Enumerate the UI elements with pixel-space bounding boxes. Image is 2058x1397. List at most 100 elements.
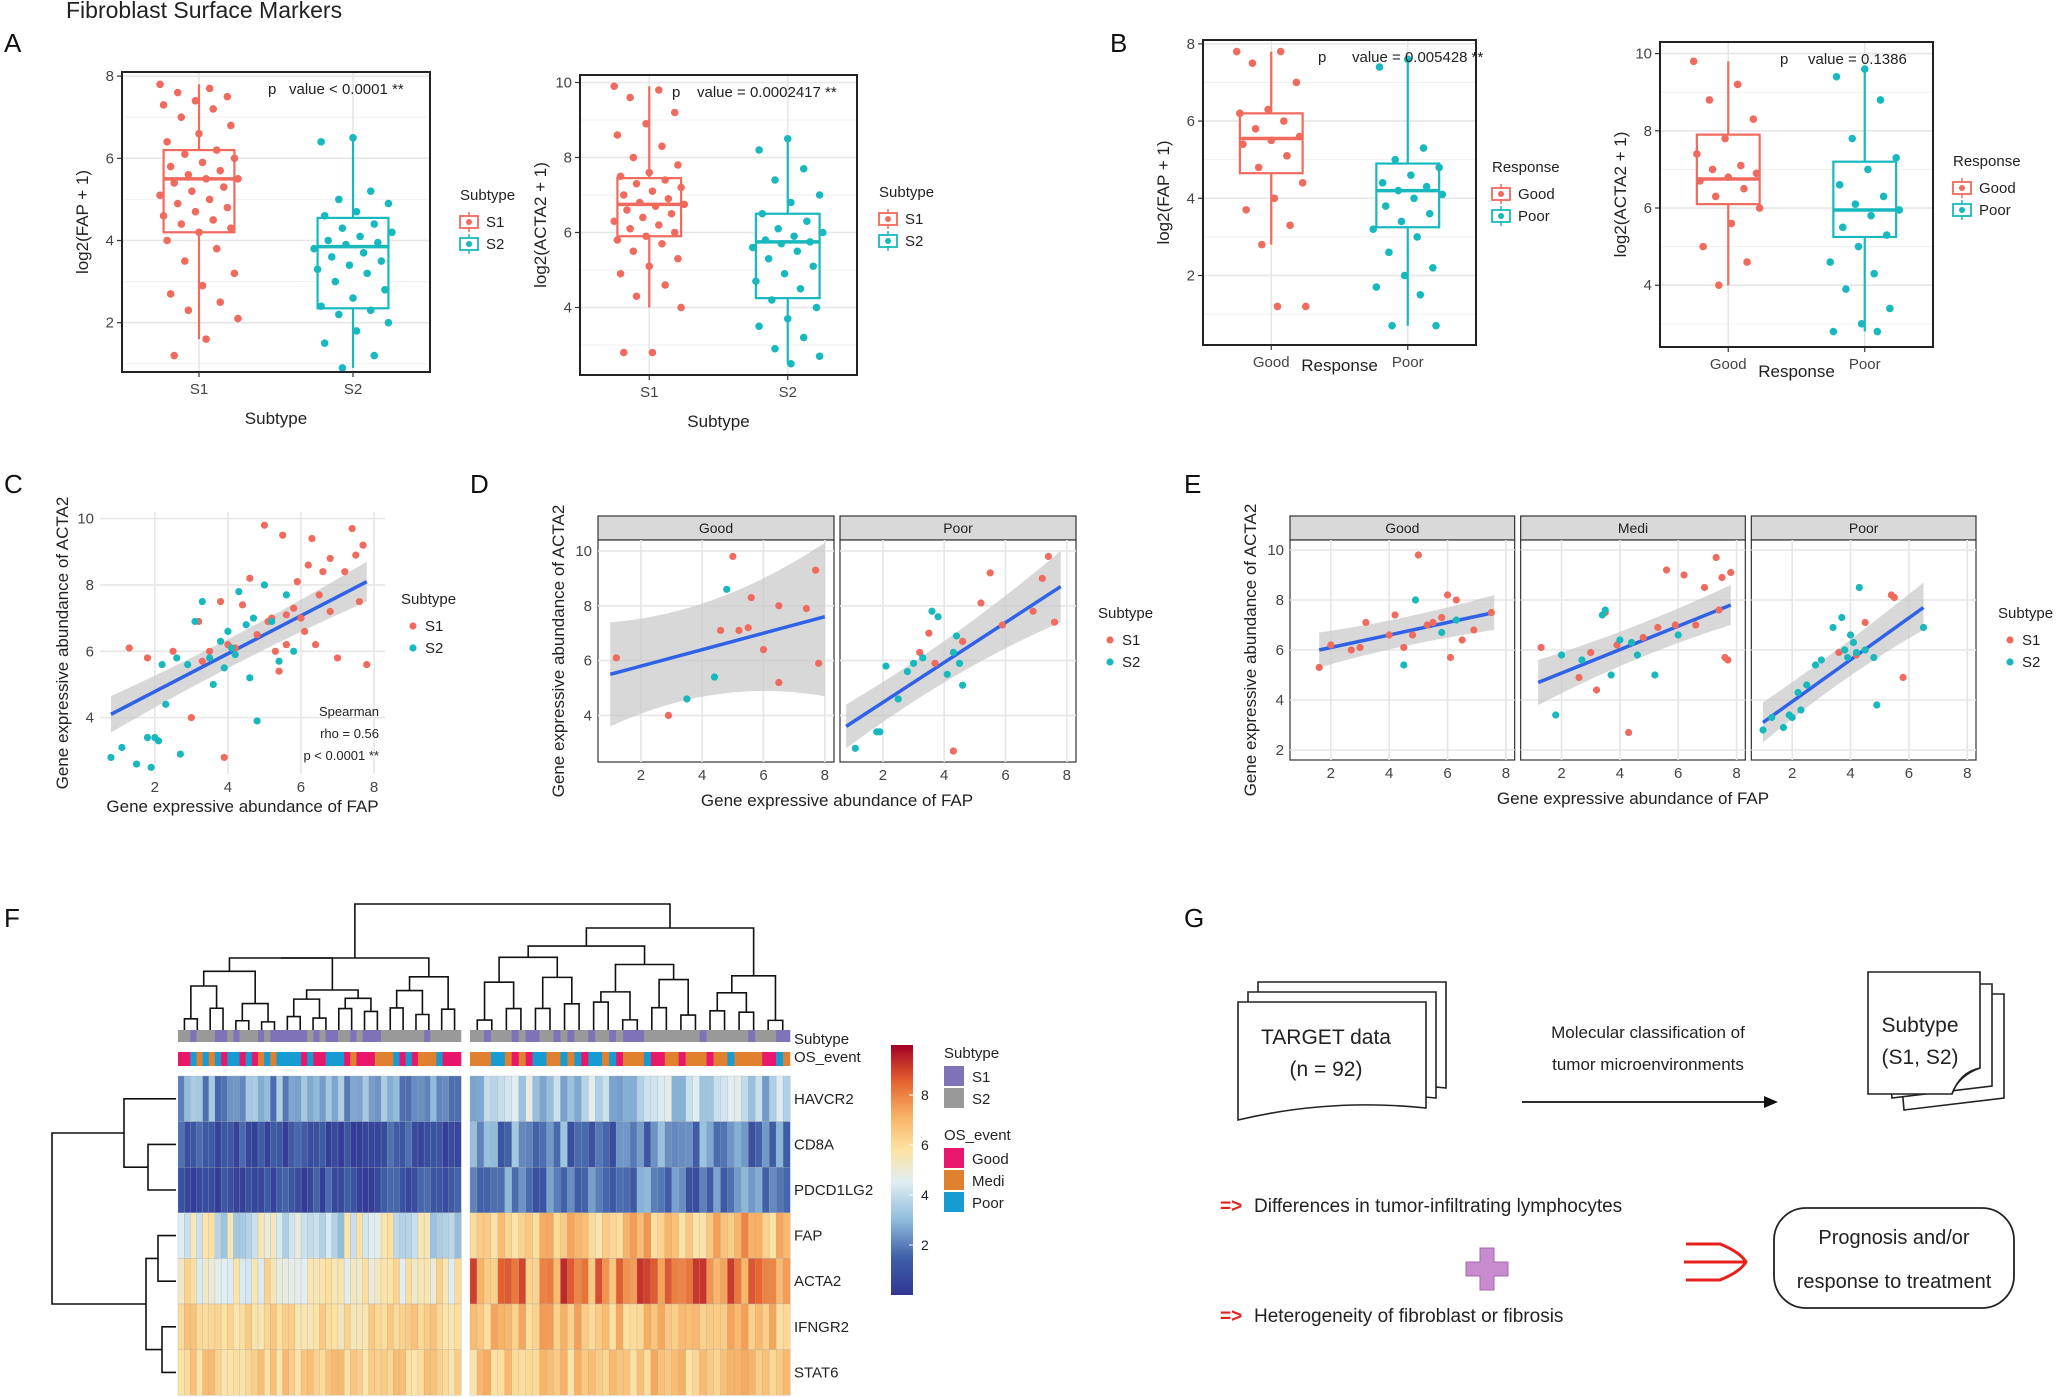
subtype-annotation-cell (301, 1030, 308, 1042)
facet-title: Good (699, 520, 733, 536)
heatmap-cell (608, 1075, 617, 1122)
tick-label-x: S2 (779, 384, 797, 401)
data-point (1662, 566, 1671, 574)
y-axis-label: Gene expressive abundance of ACTA2 (1241, 504, 1260, 797)
heatmap-cell (546, 1121, 554, 1168)
data-point (793, 247, 802, 256)
heatmap-cell (319, 1167, 327, 1213)
heatmap-cell (368, 1075, 376, 1122)
heatmap-cell (270, 1212, 277, 1259)
heatmap-cell (214, 1121, 222, 1168)
data-point (1886, 304, 1894, 313)
tick-label-x: S1 (190, 381, 208, 398)
data-point (1788, 713, 1796, 722)
heatmap-cell (430, 1258, 437, 1305)
chart-f-heatmap: SubtypeOS_eventHAVCR2CD8APDCD1LG2FAPACTA… (51, 903, 1012, 1396)
data-point (1292, 78, 1301, 87)
data-point (1432, 321, 1440, 330)
heatmap-cell (713, 1075, 721, 1122)
heatmap-cell (539, 1212, 547, 1259)
legend-key-dot (1498, 191, 1504, 197)
data-point (1258, 240, 1266, 249)
data-point (377, 257, 386, 265)
heatmap-cell (405, 1212, 413, 1259)
data-point (977, 599, 985, 607)
heatmap-cell (239, 1121, 247, 1168)
p-value-label: value < 0.0001 ** (289, 81, 404, 98)
data-point (1727, 568, 1735, 577)
legend-key-dot (466, 241, 472, 247)
figure-title: Fibroblast Surface Markers (66, 0, 342, 23)
dendrogram-branch (292, 998, 321, 1019)
subtype-annotation-cell (539, 1030, 547, 1042)
data-point (626, 224, 634, 233)
data-point (629, 153, 638, 162)
data-point (1870, 653, 1878, 662)
subtype-annotation-cell (532, 1030, 540, 1042)
row-dendrogram-branch (145, 1257, 162, 1351)
subtype-document-icon (1867, 971, 2005, 1111)
heatmap-cell (650, 1075, 659, 1122)
subtype-annotation-cell (595, 1030, 603, 1042)
os-event-annotation-cell (511, 1052, 519, 1066)
heatmap-cell (411, 1212, 419, 1259)
heatmap-cell (319, 1349, 327, 1396)
subtype-annotation-cell (251, 1030, 259, 1042)
heatmap-cell (190, 1167, 197, 1213)
data-point (216, 637, 225, 645)
dendrogram-branch (651, 1006, 668, 1030)
data-point (268, 617, 276, 626)
heatmap-cell (734, 1075, 742, 1122)
heatmap-cell (399, 1303, 407, 1350)
heatmap-cell (560, 1349, 568, 1396)
heatmap-cell (657, 1303, 666, 1350)
data-point (1674, 631, 1682, 639)
data-point (370, 220, 379, 228)
heatmap-cell (307, 1212, 314, 1259)
data-point (1470, 626, 1478, 634)
heatmap-cell (581, 1075, 589, 1122)
os-event-annotation-cell (178, 1052, 185, 1066)
data-point (815, 352, 824, 361)
facet-title: Medi (1618, 520, 1648, 536)
legend-key-dot (885, 238, 891, 244)
os-event-annotation-cell (643, 1052, 652, 1066)
heatmap-cell (539, 1121, 547, 1168)
heatmap-row-label: IFNGR2 (794, 1319, 849, 1336)
data-point (815, 191, 824, 199)
heatmap-cell (288, 1075, 296, 1122)
subtype-annotation-cell (720, 1030, 728, 1042)
data-point (118, 743, 126, 752)
heatmap-cell (380, 1349, 388, 1396)
heatmap-cell (307, 1075, 314, 1122)
heatmap-cell (362, 1349, 370, 1396)
heatmap-cell (423, 1303, 431, 1350)
heatmap-cell (525, 1121, 534, 1168)
row-dendrogram-branch (123, 1098, 176, 1168)
heatmap-cell (294, 1303, 302, 1350)
subtype-annotation-cell (553, 1030, 561, 1042)
box-iqr (1238, 112, 1304, 175)
heatmap-cell (430, 1121, 437, 1168)
heatmap-cell (504, 1075, 513, 1122)
heatmap-cell (208, 1075, 216, 1122)
heatmap-cell (387, 1075, 394, 1122)
data-point (1273, 302, 1282, 311)
heatmap-cell (768, 1167, 777, 1213)
data-point (206, 654, 214, 662)
data-point (626, 93, 634, 102)
os-event-annotation-cell (208, 1052, 216, 1066)
data-point (1846, 631, 1855, 639)
heatmap-cell (727, 1121, 735, 1168)
data-point (723, 585, 731, 593)
heatmap-cell (331, 1075, 339, 1122)
heatmap-cell (741, 1121, 749, 1168)
data-point (359, 249, 368, 257)
subtype-annotation-cell (190, 1030, 197, 1042)
heatmap-cell (706, 1303, 714, 1350)
heatmap-cell (755, 1349, 763, 1396)
data-point (943, 670, 951, 678)
heatmap-cell (490, 1121, 499, 1168)
heatmap-cell (539, 1349, 547, 1396)
data-point (1400, 661, 1408, 669)
